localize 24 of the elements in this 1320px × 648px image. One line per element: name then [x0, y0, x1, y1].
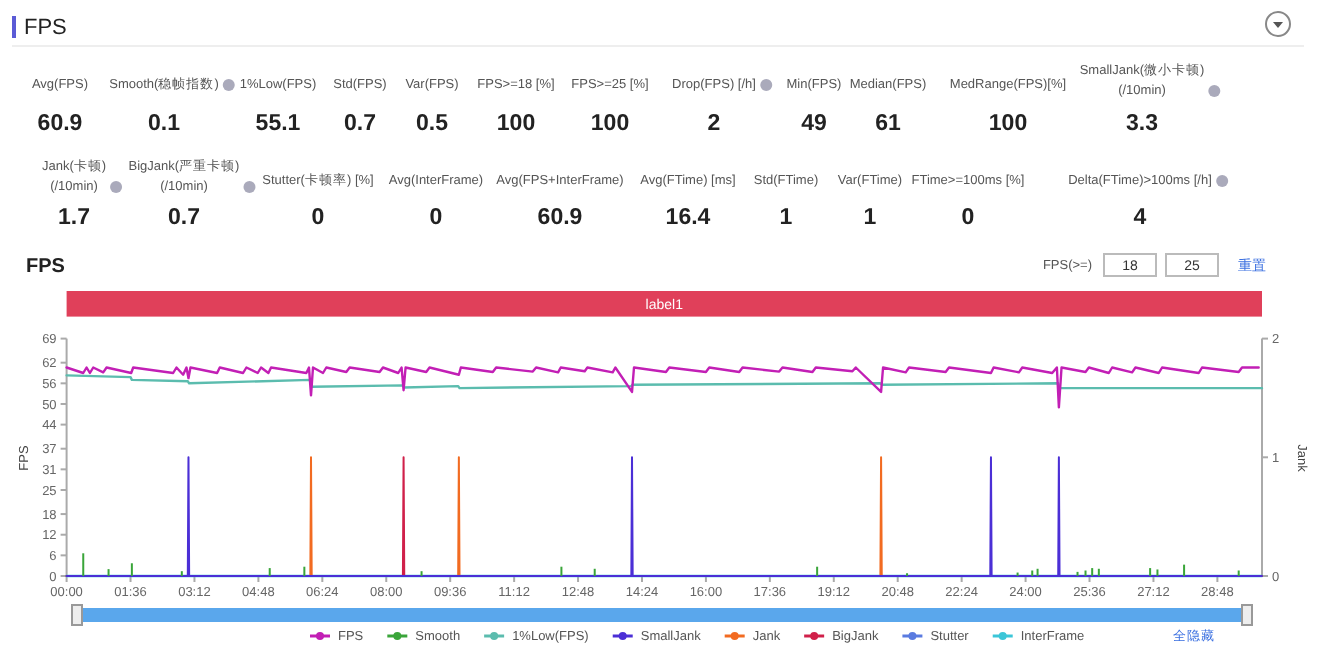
- text: FPS: [24, 16, 67, 40]
- text: 1: [779, 206, 794, 230]
- chart-title: FPS: [26, 256, 66, 278]
- text: 0.5: [416, 112, 450, 136]
- text: 0.1: [148, 112, 182, 136]
- text: 60.9: [537, 206, 583, 230]
- text: 0.7: [168, 206, 200, 230]
- text: 16.4: [665, 206, 712, 230]
- text: 100: [590, 112, 630, 136]
- text: 0.7: [344, 112, 376, 136]
- text: 0: [311, 206, 325, 230]
- text: 3.3: [1126, 112, 1158, 136]
- text: 0: [961, 206, 975, 230]
- text: 49: [801, 112, 827, 136]
- text: 4: [1133, 206, 1148, 230]
- text: 1: [863, 206, 878, 230]
- text: 100: [988, 112, 1028, 136]
- text: 1.7: [58, 206, 90, 230]
- text: 55.1: [255, 112, 302, 136]
- text: 60.9: [37, 112, 83, 136]
- text: 0: [429, 206, 443, 230]
- text: 2: [707, 112, 721, 136]
- text: 61: [875, 112, 902, 136]
- text: 100: [496, 112, 536, 136]
